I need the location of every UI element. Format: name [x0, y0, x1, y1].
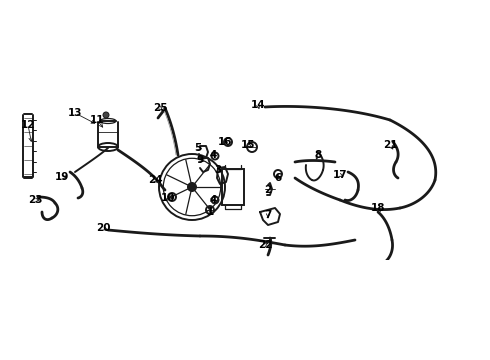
Text: 25: 25: [153, 103, 167, 113]
Text: 5: 5: [195, 143, 201, 153]
Text: 20: 20: [96, 223, 110, 233]
Circle shape: [188, 183, 196, 191]
Text: 4: 4: [209, 195, 217, 205]
Text: 1: 1: [206, 207, 214, 217]
Text: 6: 6: [274, 173, 282, 183]
Bar: [222, 169, 244, 205]
Text: 16: 16: [218, 137, 232, 147]
Circle shape: [171, 195, 173, 198]
Text: 18: 18: [371, 203, 385, 213]
Text: 17: 17: [333, 170, 347, 180]
Text: 13: 13: [68, 108, 82, 118]
Text: 24: 24: [147, 175, 162, 185]
Text: 19: 19: [55, 172, 69, 182]
Text: 14: 14: [251, 100, 265, 110]
Text: 8: 8: [315, 150, 321, 160]
Text: 21: 21: [383, 140, 397, 150]
Text: 23: 23: [28, 195, 42, 205]
Text: 9: 9: [196, 155, 203, 165]
Text: 2: 2: [265, 185, 271, 195]
Text: 15: 15: [241, 140, 255, 150]
Text: 4: 4: [209, 150, 217, 160]
Text: 3: 3: [215, 165, 221, 175]
Text: 22: 22: [258, 240, 272, 250]
Text: 12: 12: [21, 120, 35, 130]
Text: 7: 7: [264, 210, 271, 220]
Text: 11: 11: [90, 115, 104, 125]
Circle shape: [103, 112, 109, 118]
Text: 10: 10: [161, 193, 175, 203]
